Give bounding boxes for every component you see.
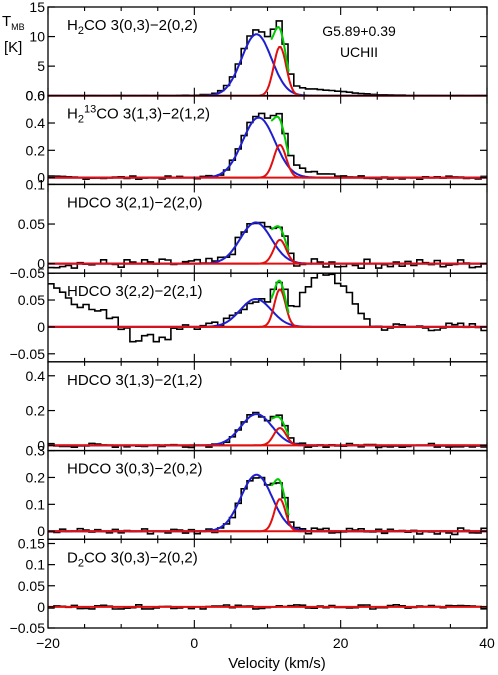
observed-spectrum — [48, 112, 487, 180]
y-tick-label: 0.0 — [26, 88, 46, 104]
narrow-component-fit — [48, 427, 487, 447]
y-tick-label: 15 — [29, 0, 45, 15]
transition-label: HDCO 3(2,2)−2(2,1) — [67, 283, 202, 300]
narrow-component-fit — [48, 46, 487, 96]
y-tick-label: 0 — [37, 437, 45, 453]
y-tick-label: 0.4 — [26, 115, 46, 131]
x-tick-label: 20 — [333, 635, 349, 651]
narrow-component-fit — [48, 288, 487, 328]
y-tick-label: 5 — [37, 58, 45, 74]
panel-4: −0.05 0 0.05 −0.05 HDCO 3(2,2)−2(2,1) — [10, 265, 488, 363]
transition-label: D2CO 3(0,3)−2(0,2) — [67, 549, 198, 569]
y-tick-label: 0.05 — [18, 578, 45, 594]
source-name: G5.89+0.39 — [322, 23, 396, 39]
x-tick-label: 0 — [190, 635, 198, 651]
y-tick-label: 0 — [37, 599, 45, 615]
transition-label: HDCO 3(0,3)−2(0,2) — [67, 461, 202, 478]
y-tick-label: 0 — [37, 170, 45, 186]
panel-2: 0 0.2 0.4 0.6 H213CO 3(1,3)−2(1,2) — [26, 88, 488, 186]
panel-5: 0 0.2 0.4 HDCO 3(1,3)−2(1,2) — [26, 361, 488, 453]
y-tick-label: 0.1 — [26, 176, 46, 192]
x-axis-title: Velocity (km/s) — [228, 655, 326, 672]
total-fit — [270, 26, 290, 72]
narrow-component-fit — [48, 144, 487, 179]
y-tick-label: 0 — [37, 256, 45, 272]
panel-6: 0 0.1 0.2 0.3 HDCO 3(0,3)−2(0,2) — [26, 443, 488, 540]
transition-label: H213CO 3(1,3)−2(1,2) — [67, 104, 210, 126]
y-tick-label: 0.1 — [26, 557, 46, 573]
y-tick-label: 0 — [37, 319, 45, 335]
transition-label: H2CO 3(0,3)−2(0,2) — [67, 17, 198, 37]
y-tick-label: 0.2 — [26, 469, 46, 485]
y-tick-label: 0.3 — [26, 443, 46, 459]
y-axis-title: TMB — [2, 13, 25, 32]
broad-component-fit — [48, 221, 487, 265]
panel-7: −0.05 0 0.05 0.1 0.15 D2CO 3(0,3)−2(0,2) — [10, 536, 488, 636]
y-tick-label: 0.2 — [26, 403, 46, 419]
y-tick-label: 0.4 — [26, 368, 46, 384]
y-tick-label: −0.05 — [10, 265, 46, 281]
narrow-component-fit — [48, 498, 487, 533]
total-fit — [270, 415, 290, 436]
y-tick-label: −0.05 — [10, 620, 46, 636]
panel-3: 0 0.05 0.1 HDCO 3(2,1)−2(2,0) — [18, 176, 488, 274]
x-tick-label: −20 — [36, 635, 60, 651]
transition-label: HDCO 3(1,3)−2(1,2) — [67, 372, 202, 389]
y-tick-label: 0.2 — [26, 142, 46, 158]
panel-1: 0.0 5 10 15 H2CO 3(0,3)−2(0,2) — [26, 0, 488, 104]
y-tick-label: 0.05 — [18, 292, 45, 308]
broad-component-fit — [48, 473, 487, 533]
total-fit — [270, 225, 290, 251]
transition-label: HDCO 3(2,1)−2(2,0) — [67, 194, 202, 211]
source-type: UCHII — [340, 44, 378, 60]
y-tick-label: 0 — [37, 523, 45, 539]
total-fit — [270, 478, 290, 516]
y-tick-label: 0.15 — [18, 536, 45, 552]
y-tick-label: 10 — [29, 29, 45, 45]
y-tick-label: 0.6 — [26, 88, 46, 104]
broad-component-fit — [48, 413, 487, 447]
y-tick-label: 0.05 — [18, 216, 45, 232]
y-tick-label: 0.1 — [26, 496, 46, 512]
observed-spectrum — [48, 221, 487, 269]
total-fit — [270, 115, 290, 156]
x-tick-label: 40 — [479, 635, 495, 651]
total-fit — [270, 279, 290, 314]
y-axis-unit: [K] — [4, 39, 22, 56]
y-tick-label: −0.05 — [10, 346, 46, 362]
narrow-component-fit — [48, 239, 487, 265]
broad-component-fit — [48, 116, 487, 179]
